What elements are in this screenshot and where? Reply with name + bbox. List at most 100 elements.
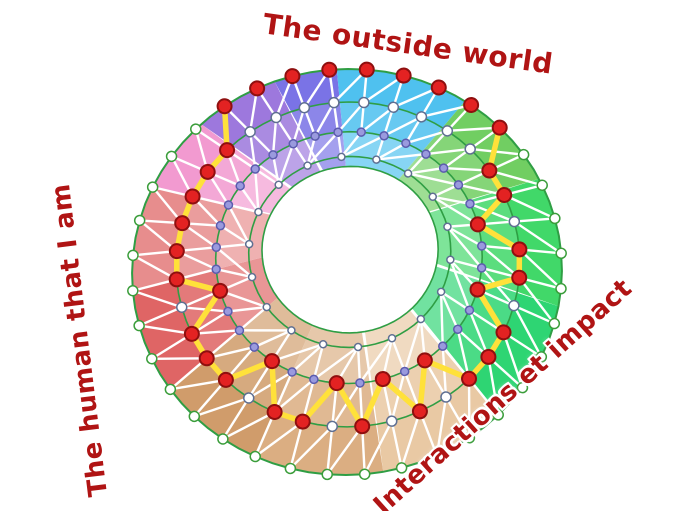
profile-node[interactable] xyxy=(174,215,191,232)
wheel-node-mid[interactable] xyxy=(440,391,452,403)
profile-node[interactable] xyxy=(198,350,215,367)
wheel-node-core[interactable] xyxy=(436,287,446,297)
wheel-node-core[interactable] xyxy=(387,333,397,343)
wheel-node-outer[interactable] xyxy=(463,432,476,444)
profile-node[interactable] xyxy=(511,241,528,258)
wheel-node-inner[interactable] xyxy=(379,131,389,141)
profile-node[interactable] xyxy=(469,281,486,298)
wheel-node-inner[interactable] xyxy=(235,181,245,191)
wheel-node-outer[interactable] xyxy=(127,284,139,297)
wheel-node-inner[interactable] xyxy=(438,163,449,173)
wheel-node-outer[interactable] xyxy=(146,353,158,365)
profile-node[interactable] xyxy=(184,188,201,205)
wheel-node-inner[interactable] xyxy=(437,341,448,351)
wheel-node-inner[interactable] xyxy=(452,324,463,335)
profile-node[interactable] xyxy=(491,119,508,136)
wheel-node-inner[interactable] xyxy=(268,150,278,160)
profile-node[interactable] xyxy=(266,404,283,421)
wheel-node-mid[interactable] xyxy=(415,111,428,123)
wheel-node-outer[interactable] xyxy=(165,150,178,163)
wheel-node-mid[interactable] xyxy=(508,299,520,312)
wheel-node-outer[interactable] xyxy=(127,249,139,262)
wheel-node-outer[interactable] xyxy=(146,181,159,193)
wheel-node-core[interactable] xyxy=(318,339,328,349)
profile-node[interactable] xyxy=(219,142,236,159)
wheel-node-core[interactable] xyxy=(244,239,254,249)
wheel-node-core[interactable] xyxy=(353,342,363,352)
profile-node[interactable] xyxy=(411,403,428,420)
profile-node[interactable] xyxy=(358,61,375,78)
profile-node[interactable] xyxy=(328,375,345,392)
wheel-node-inner[interactable] xyxy=(421,149,431,159)
wheel-node-mid[interactable] xyxy=(328,96,340,109)
profile-node[interactable] xyxy=(374,371,391,388)
profile-node[interactable] xyxy=(463,97,480,114)
wheel-node-inner[interactable] xyxy=(215,220,226,231)
wheel-node-mid[interactable] xyxy=(385,415,398,427)
wheel-node-outer[interactable] xyxy=(133,319,145,332)
wheel-node-mid[interactable] xyxy=(508,215,521,228)
wheel-node-mid[interactable] xyxy=(242,392,255,404)
wheel-node-inner[interactable] xyxy=(211,264,221,274)
wheel-node-core[interactable] xyxy=(416,314,426,324)
profile-node[interactable] xyxy=(511,269,528,286)
wheel-node-outer[interactable] xyxy=(535,351,548,363)
profile-node[interactable] xyxy=(264,353,281,370)
wheel-node-mid[interactable] xyxy=(441,125,454,137)
wheel-node-inner[interactable] xyxy=(464,305,475,315)
wheel-node-outer[interactable] xyxy=(431,449,443,462)
wheel-node-outer[interactable] xyxy=(188,410,201,423)
profile-node[interactable] xyxy=(168,271,185,288)
wheel-node-outer[interactable] xyxy=(164,383,177,396)
profile-node[interactable] xyxy=(354,418,371,435)
wheel-node-core[interactable] xyxy=(274,180,283,190)
wheel-node-outer[interactable] xyxy=(395,462,408,474)
wheel-node-outer[interactable] xyxy=(548,317,561,330)
wheel-node-outer[interactable] xyxy=(284,462,297,475)
wheel-node-inner[interactable] xyxy=(211,242,222,253)
wheel-node-outer[interactable] xyxy=(516,381,529,394)
wheel-node-outer[interactable] xyxy=(517,148,530,161)
wheel-node-outer[interactable] xyxy=(492,409,504,421)
wheel-node-core[interactable] xyxy=(443,222,452,231)
wheel-node-core[interactable] xyxy=(303,161,312,170)
profile-node[interactable] xyxy=(249,80,266,97)
wheel-node-outer[interactable] xyxy=(321,468,333,481)
wheel-node-core[interactable] xyxy=(262,302,271,312)
wheel-node-inner[interactable] xyxy=(234,325,245,336)
profile-node[interactable] xyxy=(481,162,498,179)
wheel-node-outer[interactable] xyxy=(249,450,261,463)
wheel-node-inner[interactable] xyxy=(249,342,260,352)
wheel-node-mid[interactable] xyxy=(176,301,188,314)
wheel-node-inner[interactable] xyxy=(250,164,260,174)
wheel-node-inner[interactable] xyxy=(309,374,319,385)
profile-node[interactable] xyxy=(217,371,234,388)
wheel-node-mid[interactable] xyxy=(298,101,311,114)
wheel-node-core[interactable] xyxy=(446,255,455,265)
profile-node[interactable] xyxy=(284,68,301,85)
wheel-node-outer[interactable] xyxy=(190,123,202,135)
profile-node[interactable] xyxy=(168,243,185,260)
wheel-node-inner[interactable] xyxy=(399,366,410,377)
wheel-node-mid[interactable] xyxy=(326,420,338,433)
wheel-node-outer[interactable] xyxy=(358,468,371,480)
profile-node[interactable] xyxy=(294,413,311,430)
wheel-node-mid[interactable] xyxy=(244,126,256,138)
profile-node[interactable] xyxy=(430,79,447,96)
wheel-node-inner[interactable] xyxy=(310,131,320,141)
wheel-node-inner[interactable] xyxy=(476,263,487,273)
wheel-node-inner[interactable] xyxy=(356,127,366,137)
wheel-node-outer[interactable] xyxy=(217,433,229,445)
wheel-node-outer[interactable] xyxy=(555,247,567,260)
wheel-node-inner[interactable] xyxy=(287,367,297,377)
profile-node[interactable] xyxy=(461,370,478,387)
wheel-node-mid[interactable] xyxy=(464,143,476,155)
wheel-node-mid[interactable] xyxy=(387,101,400,114)
wheel-node-core[interactable] xyxy=(287,326,296,335)
profile-node[interactable] xyxy=(469,216,486,233)
profile-node[interactable] xyxy=(395,67,412,84)
wheel-node-inner[interactable] xyxy=(401,138,411,148)
wheel-node-outer[interactable] xyxy=(133,214,146,227)
wheel-node-outer[interactable] xyxy=(555,282,567,295)
wheel-node-core[interactable] xyxy=(337,152,346,162)
